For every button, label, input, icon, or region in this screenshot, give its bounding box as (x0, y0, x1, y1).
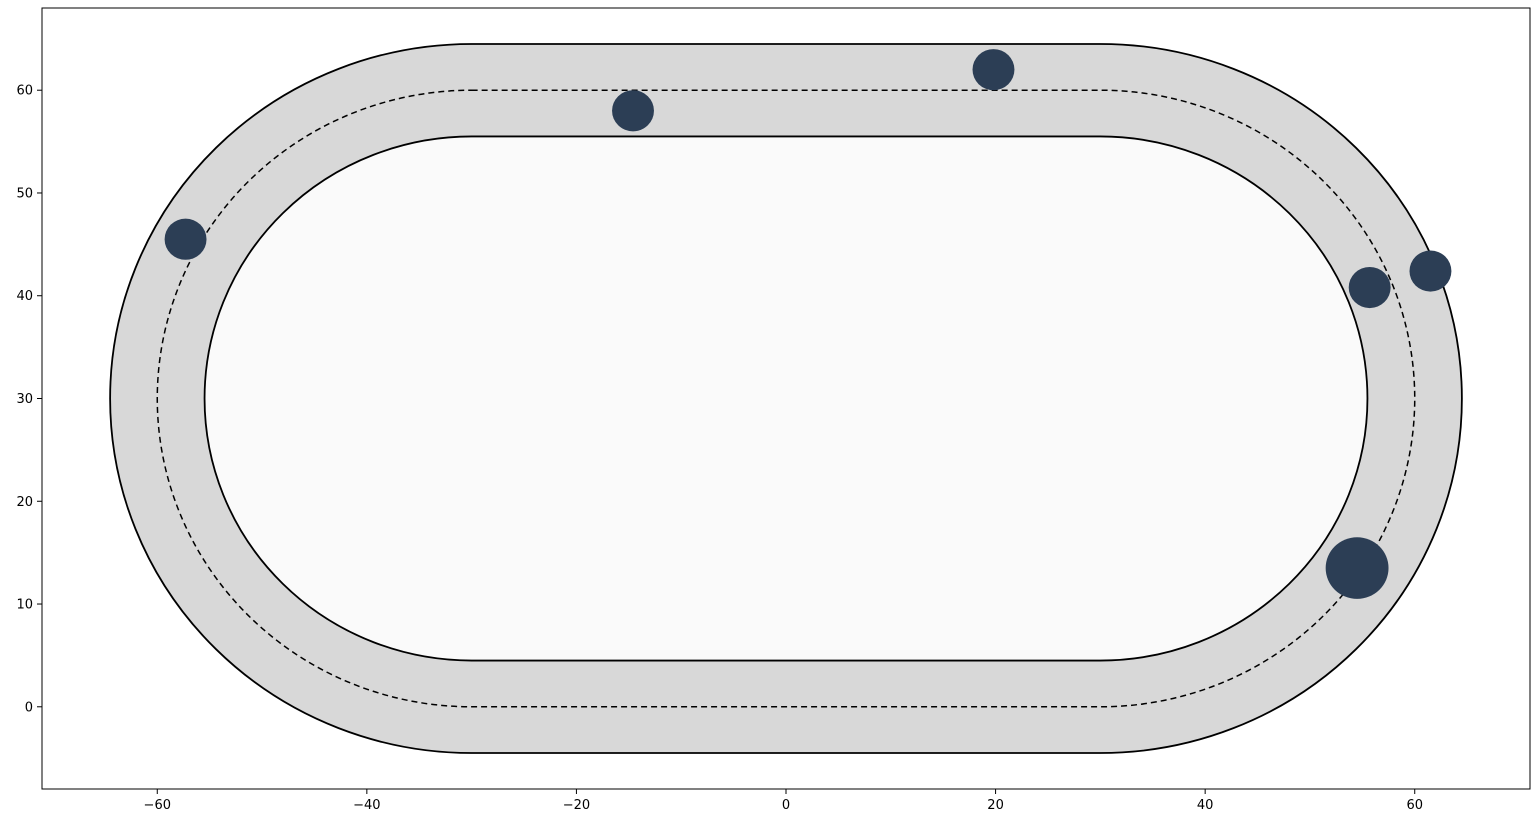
x-tick-label: 0 (782, 798, 790, 813)
y-tick-label: 10 (16, 598, 33, 613)
y-axis: 0 10 20 30 40 50 60 (16, 84, 42, 715)
plot-area (109, 43, 1463, 754)
y-tick-label: 50 (16, 186, 33, 201)
y-tick-label: 40 (16, 289, 33, 304)
data-point-2 (612, 90, 654, 132)
x-tick-label: 20 (987, 798, 1004, 813)
data-point-4 (1348, 266, 1391, 309)
x-tick-label: 60 (1406, 798, 1423, 813)
data-point-5 (1409, 250, 1452, 292)
x-tick-label: 40 (1197, 798, 1214, 813)
y-tick-label: 20 (16, 495, 33, 510)
x-axis: −60 −40 −20 0 20 40 60 (144, 789, 1423, 813)
x-tick-label: −60 (144, 798, 171, 813)
y-tick-label: 60 (16, 84, 33, 99)
y-tick-label: 0 (25, 700, 33, 715)
points-layer (164, 49, 1452, 599)
y-tick-label: 30 (16, 392, 33, 407)
data-point-1 (164, 218, 207, 260)
x-tick-label: −40 (353, 798, 380, 813)
data-point-3 (972, 49, 1015, 91)
x-tick-label: −20 (563, 798, 590, 813)
data-point-6 (1325, 537, 1389, 599)
track-infield (203, 135, 1369, 662)
